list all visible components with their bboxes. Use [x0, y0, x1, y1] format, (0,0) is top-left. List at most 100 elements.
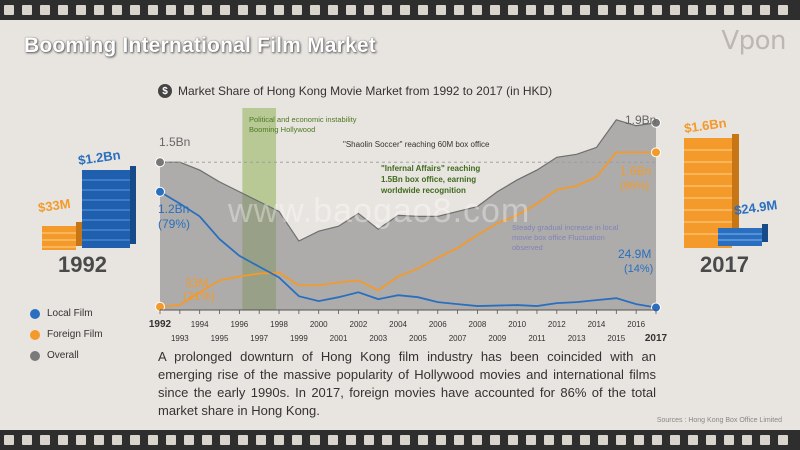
- chart-heading: $ Market Share of Hong Kong Movie Market…: [158, 84, 552, 98]
- local-stack-1992-icon: [82, 166, 136, 248]
- legend-item-local: Local Film: [30, 308, 103, 319]
- film-hole: [94, 435, 104, 445]
- film-hole: [274, 5, 284, 15]
- film-hole: [76, 435, 86, 445]
- annotation-infernal-affairs-line: worldwide recognition: [380, 186, 466, 195]
- x-tick-label-lower: 1995: [211, 334, 229, 343]
- film-hole: [328, 5, 338, 15]
- label-local-2017-pct: (14%): [624, 263, 653, 275]
- legend-dot-overall: [30, 350, 40, 361]
- annotation-steady-increase-line: observed: [512, 243, 543, 252]
- foreign-point-2017: [651, 147, 661, 158]
- x-tick-label-lower: 1997: [250, 334, 268, 343]
- film-hole: [580, 435, 590, 445]
- x-tick-label-lower: 2017: [645, 333, 668, 344]
- local-stack-2017-icon: [718, 224, 768, 246]
- x-tick-label-upper: 1998: [270, 320, 288, 329]
- film-hole: [166, 435, 176, 445]
- film-hole: [742, 435, 752, 445]
- film-hole: [220, 5, 230, 15]
- legend-item-overall: Overall: [30, 350, 103, 361]
- film-hole: [598, 5, 608, 15]
- label-local-2017: 24.9M: [618, 247, 651, 261]
- x-tick-label-lower: 2015: [607, 334, 625, 343]
- x-tick-label-upper: 1996: [230, 320, 248, 329]
- film-hole: [292, 435, 302, 445]
- film-hole: [40, 5, 50, 15]
- label-foreign-1992-pct: (21%): [183, 289, 215, 303]
- film-hole: [472, 435, 482, 445]
- film-hole: [742, 5, 752, 15]
- chart-heading-text: Market Share of Hong Kong Movie Market f…: [178, 84, 553, 98]
- page-title: Booming International Film Market: [24, 34, 376, 57]
- film-hole: [472, 5, 482, 15]
- film-hole: [508, 435, 518, 445]
- film-hole: [706, 435, 716, 445]
- annotation-steady-increase-line: movie box office Fluctuation: [512, 233, 605, 242]
- film-hole: [238, 435, 248, 445]
- annotation-infernal-affairs-line: 1.5Bn box office, earning: [381, 175, 476, 184]
- body-paragraph: A prolonged downturn of Hong Kong film i…: [158, 349, 656, 418]
- watermark: www.baogao8.com: [227, 192, 530, 230]
- x-tick-label-lower: 2005: [409, 334, 427, 343]
- film-hole: [760, 5, 770, 15]
- film-hole: [616, 5, 626, 15]
- film-hole: [724, 435, 734, 445]
- film-hole: [454, 435, 464, 445]
- film-hole: [562, 435, 572, 445]
- film-hole: [760, 435, 770, 445]
- film-hole: [310, 435, 320, 445]
- film-hole: [544, 5, 554, 15]
- annotation-political-instability-line: Political and economic instability: [249, 115, 357, 124]
- film-hole: [4, 435, 14, 445]
- film-hole: [418, 435, 428, 445]
- annotation-steady-increase-line: Steady gradual increase in local: [512, 223, 619, 232]
- x-tick-label-lower: 2011: [528, 334, 546, 343]
- chart-legend: Local Film Foreign Film Overall: [30, 308, 103, 371]
- film-hole: [490, 435, 500, 445]
- film-hole: [436, 5, 446, 15]
- x-tick-label-lower: 2007: [449, 334, 467, 343]
- film-hole: [526, 5, 536, 15]
- film-hole: [184, 435, 194, 445]
- film-hole: [724, 5, 734, 15]
- label-overall-2017: 1.9Bn: [625, 113, 656, 127]
- film-hole: [130, 435, 140, 445]
- x-tick-label-lower: 1993: [171, 334, 189, 343]
- annotation-political-instability-line: Booming Hollywood: [249, 125, 315, 134]
- label-local-1992: 1.2Bn: [158, 202, 189, 216]
- film-hole: [652, 435, 662, 445]
- film-hole: [112, 435, 122, 445]
- film-hole: [22, 435, 32, 445]
- film-hole: [688, 435, 698, 445]
- film-hole: [634, 435, 644, 445]
- x-tick-label-upper: 2000: [310, 320, 328, 329]
- film-hole: [274, 435, 284, 445]
- x-tick-label-upper: 2006: [429, 320, 447, 329]
- x-tick-label-lower: 2003: [369, 334, 387, 343]
- film-hole: [292, 5, 302, 15]
- legend-item-foreign: Foreign Film: [30, 329, 103, 340]
- film-hole: [4, 5, 14, 15]
- film-hole: [670, 435, 680, 445]
- year-1992: 1992: [58, 252, 107, 277]
- film-hole: [670, 5, 680, 15]
- legend-dot-foreign: [30, 329, 40, 340]
- film-hole: [652, 5, 662, 15]
- film-hole: [76, 5, 86, 15]
- film-hole: [112, 5, 122, 15]
- film-hole: [490, 5, 500, 15]
- x-tick-label-lower: 2001: [330, 334, 348, 343]
- film-hole: [238, 5, 248, 15]
- film-hole: [202, 435, 212, 445]
- overall-point-2017: [651, 117, 661, 128]
- film-hole: [256, 5, 266, 15]
- film-hole: [400, 5, 410, 15]
- film-hole: [184, 5, 194, 15]
- legend-dot-local: [30, 308, 40, 319]
- film-hole: [634, 5, 644, 15]
- x-tick-label-upper: 1992: [149, 319, 172, 330]
- film-hole: [256, 435, 266, 445]
- label-foreign-1992: 33M: [185, 276, 208, 290]
